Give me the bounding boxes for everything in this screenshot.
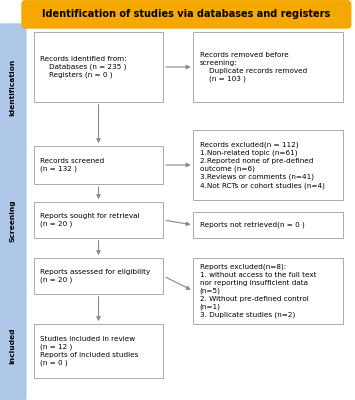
Text: Included: Included bbox=[9, 328, 15, 364]
FancyBboxPatch shape bbox=[193, 32, 343, 102]
Text: Records screened
(n = 132 ): Records screened (n = 132 ) bbox=[40, 158, 104, 172]
FancyBboxPatch shape bbox=[34, 32, 163, 102]
FancyBboxPatch shape bbox=[193, 258, 343, 324]
Text: Screening: Screening bbox=[9, 200, 15, 242]
Text: Reports assessed for eligibility
(n = 20 ): Reports assessed for eligibility (n = 20… bbox=[40, 269, 151, 283]
FancyBboxPatch shape bbox=[0, 148, 26, 294]
FancyBboxPatch shape bbox=[34, 324, 163, 378]
FancyBboxPatch shape bbox=[193, 212, 343, 238]
FancyBboxPatch shape bbox=[34, 146, 163, 184]
FancyBboxPatch shape bbox=[0, 24, 26, 150]
Text: Records removed before
screening:
    Duplicate records removed
    (n = 103 ): Records removed before screening: Duplic… bbox=[200, 52, 307, 82]
Text: Records identified from:
    Databases (n = 235 )
    Registers (n = 0 ): Records identified from: Databases (n = … bbox=[40, 56, 127, 78]
Text: Reports sought for retrieval
(n = 20 ): Reports sought for retrieval (n = 20 ) bbox=[40, 213, 140, 227]
FancyBboxPatch shape bbox=[34, 202, 163, 238]
FancyBboxPatch shape bbox=[0, 292, 26, 400]
Text: Studies included in review
(n = 12 )
Reports of included studies
(n = 0 ): Studies included in review (n = 12 ) Rep… bbox=[40, 336, 138, 366]
Text: Reports not retrieved(n = 0 ): Reports not retrieved(n = 0 ) bbox=[200, 222, 305, 228]
FancyBboxPatch shape bbox=[22, 1, 351, 28]
Text: Reports excluded(n=8):
1. without access to the full text
nor reporting insuffic: Reports excluded(n=8): 1. without access… bbox=[200, 264, 316, 318]
FancyBboxPatch shape bbox=[34, 258, 163, 294]
FancyBboxPatch shape bbox=[193, 130, 343, 200]
Text: Records excluded(n = 112)
1.Non-related topic (n=61)
2.Reported none of pre-defi: Records excluded(n = 112) 1.Non-related … bbox=[200, 141, 325, 189]
Text: Identification: Identification bbox=[9, 58, 15, 116]
Text: Identification of studies via databases and registers: Identification of studies via databases … bbox=[42, 10, 331, 20]
